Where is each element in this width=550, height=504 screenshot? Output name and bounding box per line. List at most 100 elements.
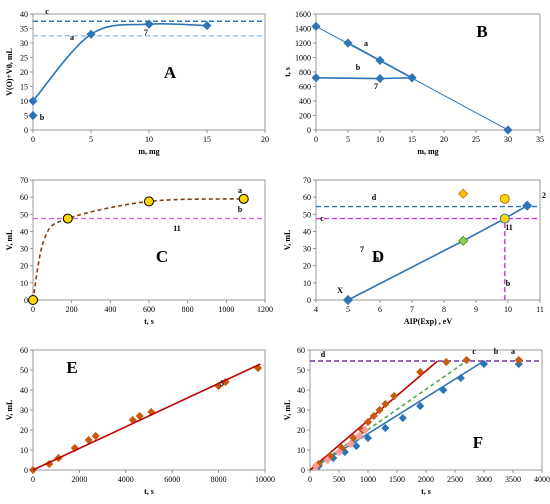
data-point	[86, 29, 96, 39]
data-point	[91, 431, 100, 441]
data-point	[522, 200, 533, 211]
data-point	[144, 19, 154, 29]
x-axis-label: m, mg	[417, 147, 438, 156]
annotation-label: 5	[220, 379, 224, 388]
x-tick-label: 5	[346, 135, 350, 144]
y-tick-label: 800	[299, 68, 311, 77]
series-line-a	[347, 205, 528, 301]
plot-frame	[315, 13, 541, 131]
data-point	[355, 431, 364, 441]
annotation-label: 7	[144, 28, 148, 37]
y-tick-label: 30	[303, 245, 311, 254]
y-tick-label: 70	[303, 176, 311, 185]
x-tick-label: 1000	[360, 475, 376, 484]
panel-letter: D	[372, 247, 384, 266]
x-tick-label: 0	[308, 475, 312, 484]
y-tick-label: 0	[301, 466, 305, 475]
data-point	[28, 295, 38, 305]
data-point	[343, 38, 353, 48]
plot-frame	[32, 13, 266, 131]
x-axis-label: m, mg	[138, 147, 159, 156]
x-tick-label: 600	[143, 305, 155, 314]
x-tick-label: 0	[31, 305, 35, 314]
y-tick-label: 0	[307, 296, 311, 305]
y-tick-label: 10	[20, 446, 28, 455]
x-tick-label: 1000	[218, 305, 234, 314]
x-tick-label: 8000	[211, 475, 227, 484]
annotation-label: X	[337, 286, 343, 295]
y-tick-label: 70	[20, 176, 28, 185]
y-axis-label: V(O)+V0, mL	[5, 48, 14, 96]
y-tick-label: 30	[20, 245, 28, 254]
annotation-label: b	[494, 347, 499, 356]
y-tick-label: 40	[20, 10, 28, 19]
x-tick-label: 200	[66, 305, 78, 314]
x-tick-label: 6	[378, 305, 382, 314]
y-axis-label: V, mL	[5, 400, 14, 421]
y-tick-label: 15	[20, 83, 28, 92]
y-tick-label: 50	[20, 210, 28, 219]
x-tick-label: 25	[472, 135, 480, 144]
data-point	[514, 355, 523, 365]
annotation-label: d	[372, 193, 377, 202]
annotation-label: 2	[542, 191, 546, 200]
y-tick-label: 400	[299, 97, 311, 106]
x-tick-label: 0	[31, 135, 35, 144]
annotation-label: b	[40, 113, 45, 122]
data-point	[458, 188, 469, 199]
annotation-label: b	[356, 63, 361, 72]
y-tick-label: 50	[303, 210, 311, 219]
y-tick-label: 30	[20, 39, 28, 48]
y-tick-label: 0	[307, 126, 311, 135]
x-tick-label: 4000	[534, 475, 550, 484]
annotation-label: 11	[173, 224, 181, 233]
x-tick-label: 10	[504, 305, 512, 314]
panel-letter: B	[476, 22, 487, 41]
y-tick-label: 10	[20, 97, 28, 106]
x-tick-label: 2500	[447, 475, 463, 484]
annotation-label: a	[511, 347, 515, 356]
panel-letter: F	[473, 433, 483, 452]
x-tick-label: 800	[182, 305, 194, 314]
y-tick-label: 40	[297, 386, 305, 395]
series-line-a	[32, 198, 244, 301]
data-point	[479, 359, 489, 369]
x-tick-label: 8	[442, 305, 446, 314]
data-point	[369, 411, 378, 421]
data-point	[346, 439, 355, 449]
annotation-label: b	[506, 279, 511, 288]
y-tick-label: 600	[299, 83, 311, 92]
annotation-label: c	[45, 7, 49, 16]
y-tick-label: 5	[24, 112, 28, 121]
x-tick-label: 20	[261, 135, 269, 144]
data-point	[390, 391, 399, 401]
data-point	[416, 401, 425, 411]
annotation-label: a	[70, 33, 74, 42]
x-tick-label: 2000	[418, 475, 434, 484]
series-line-b	[309, 360, 468, 471]
x-tick-label: 0	[314, 135, 318, 144]
annotation-label: 11	[505, 223, 513, 232]
y-tick-label: 1400	[295, 25, 311, 34]
y-tick-label: 10	[20, 279, 28, 288]
y-tick-label: 20	[20, 68, 28, 77]
x-tick-label: 11	[536, 305, 544, 314]
y-tick-label: 10	[303, 279, 311, 288]
data-point	[499, 193, 510, 204]
data-point	[202, 21, 212, 31]
x-tick-label: 400	[104, 305, 116, 314]
panel-letter: C	[156, 247, 168, 266]
data-point	[311, 461, 320, 471]
y-tick-label: 60	[297, 346, 305, 355]
x-tick-label: 35	[536, 135, 544, 144]
data-point	[375, 405, 384, 415]
y-tick-label: 20	[303, 262, 311, 271]
panel-letter: E	[66, 358, 77, 377]
data-point	[381, 399, 390, 409]
data-point	[398, 413, 407, 423]
panel-letter: A	[164, 63, 177, 82]
x-tick-label: 10000	[255, 475, 275, 484]
x-tick-label: 4000	[118, 475, 134, 484]
y-tick-label: 0	[24, 296, 28, 305]
x-tick-label: 10	[376, 135, 384, 144]
